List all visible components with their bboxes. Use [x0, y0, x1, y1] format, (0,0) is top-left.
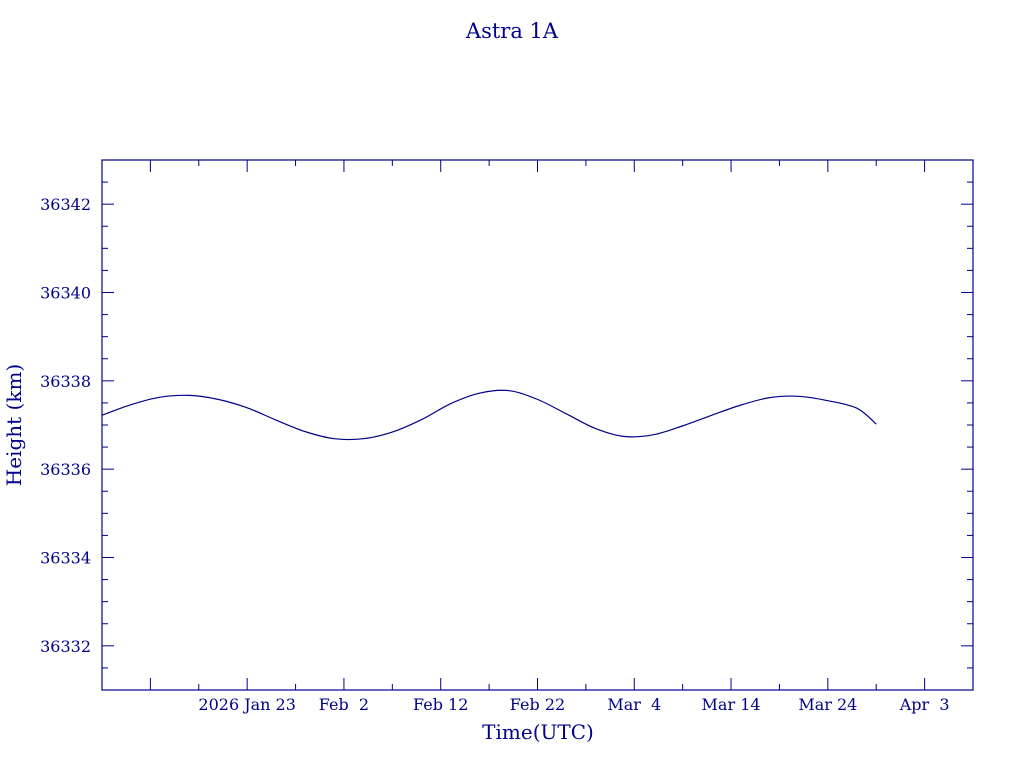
x-tick-label: Mar 24 [798, 695, 857, 714]
x-tick-label: Apr 3 [899, 695, 950, 714]
x-tick-label: Feb 2 [319, 695, 369, 714]
x-axis-title: Time(UTC) [482, 720, 594, 744]
x-tick-labels: 2026 Jan 23 Feb 2 Feb 12 Feb 22 Mar 4 Mar 14 M… [198, 695, 949, 714]
x-tick-label: Feb 12 [413, 695, 468, 714]
chart-title: Astra 1A [465, 19, 559, 43]
axis-ticks [102, 159, 974, 691]
y-tick-label: 36332 [40, 637, 91, 656]
x-tick-label: 2026 Jan 23 [198, 695, 296, 714]
y-tick-label: 36334 [40, 549, 91, 568]
plot-frame [101, 159, 974, 691]
y-tick-label: 36338 [40, 372, 91, 391]
y-tick-label: 36340 [40, 284, 91, 303]
x-tick-label: Mar 14 [702, 695, 761, 714]
x-tick-label: Feb 22 [510, 695, 565, 714]
y-axis-title: Height (km) [2, 364, 26, 486]
x-tick-label: Mar 4 [607, 695, 661, 714]
height-series-line [101, 389, 877, 441]
y-tick-label: 36336 [40, 460, 91, 479]
y-tick-labels: 36332 36334 36336 36338 36340 36342 [40, 195, 91, 656]
y-tick-label: 36342 [40, 195, 91, 214]
